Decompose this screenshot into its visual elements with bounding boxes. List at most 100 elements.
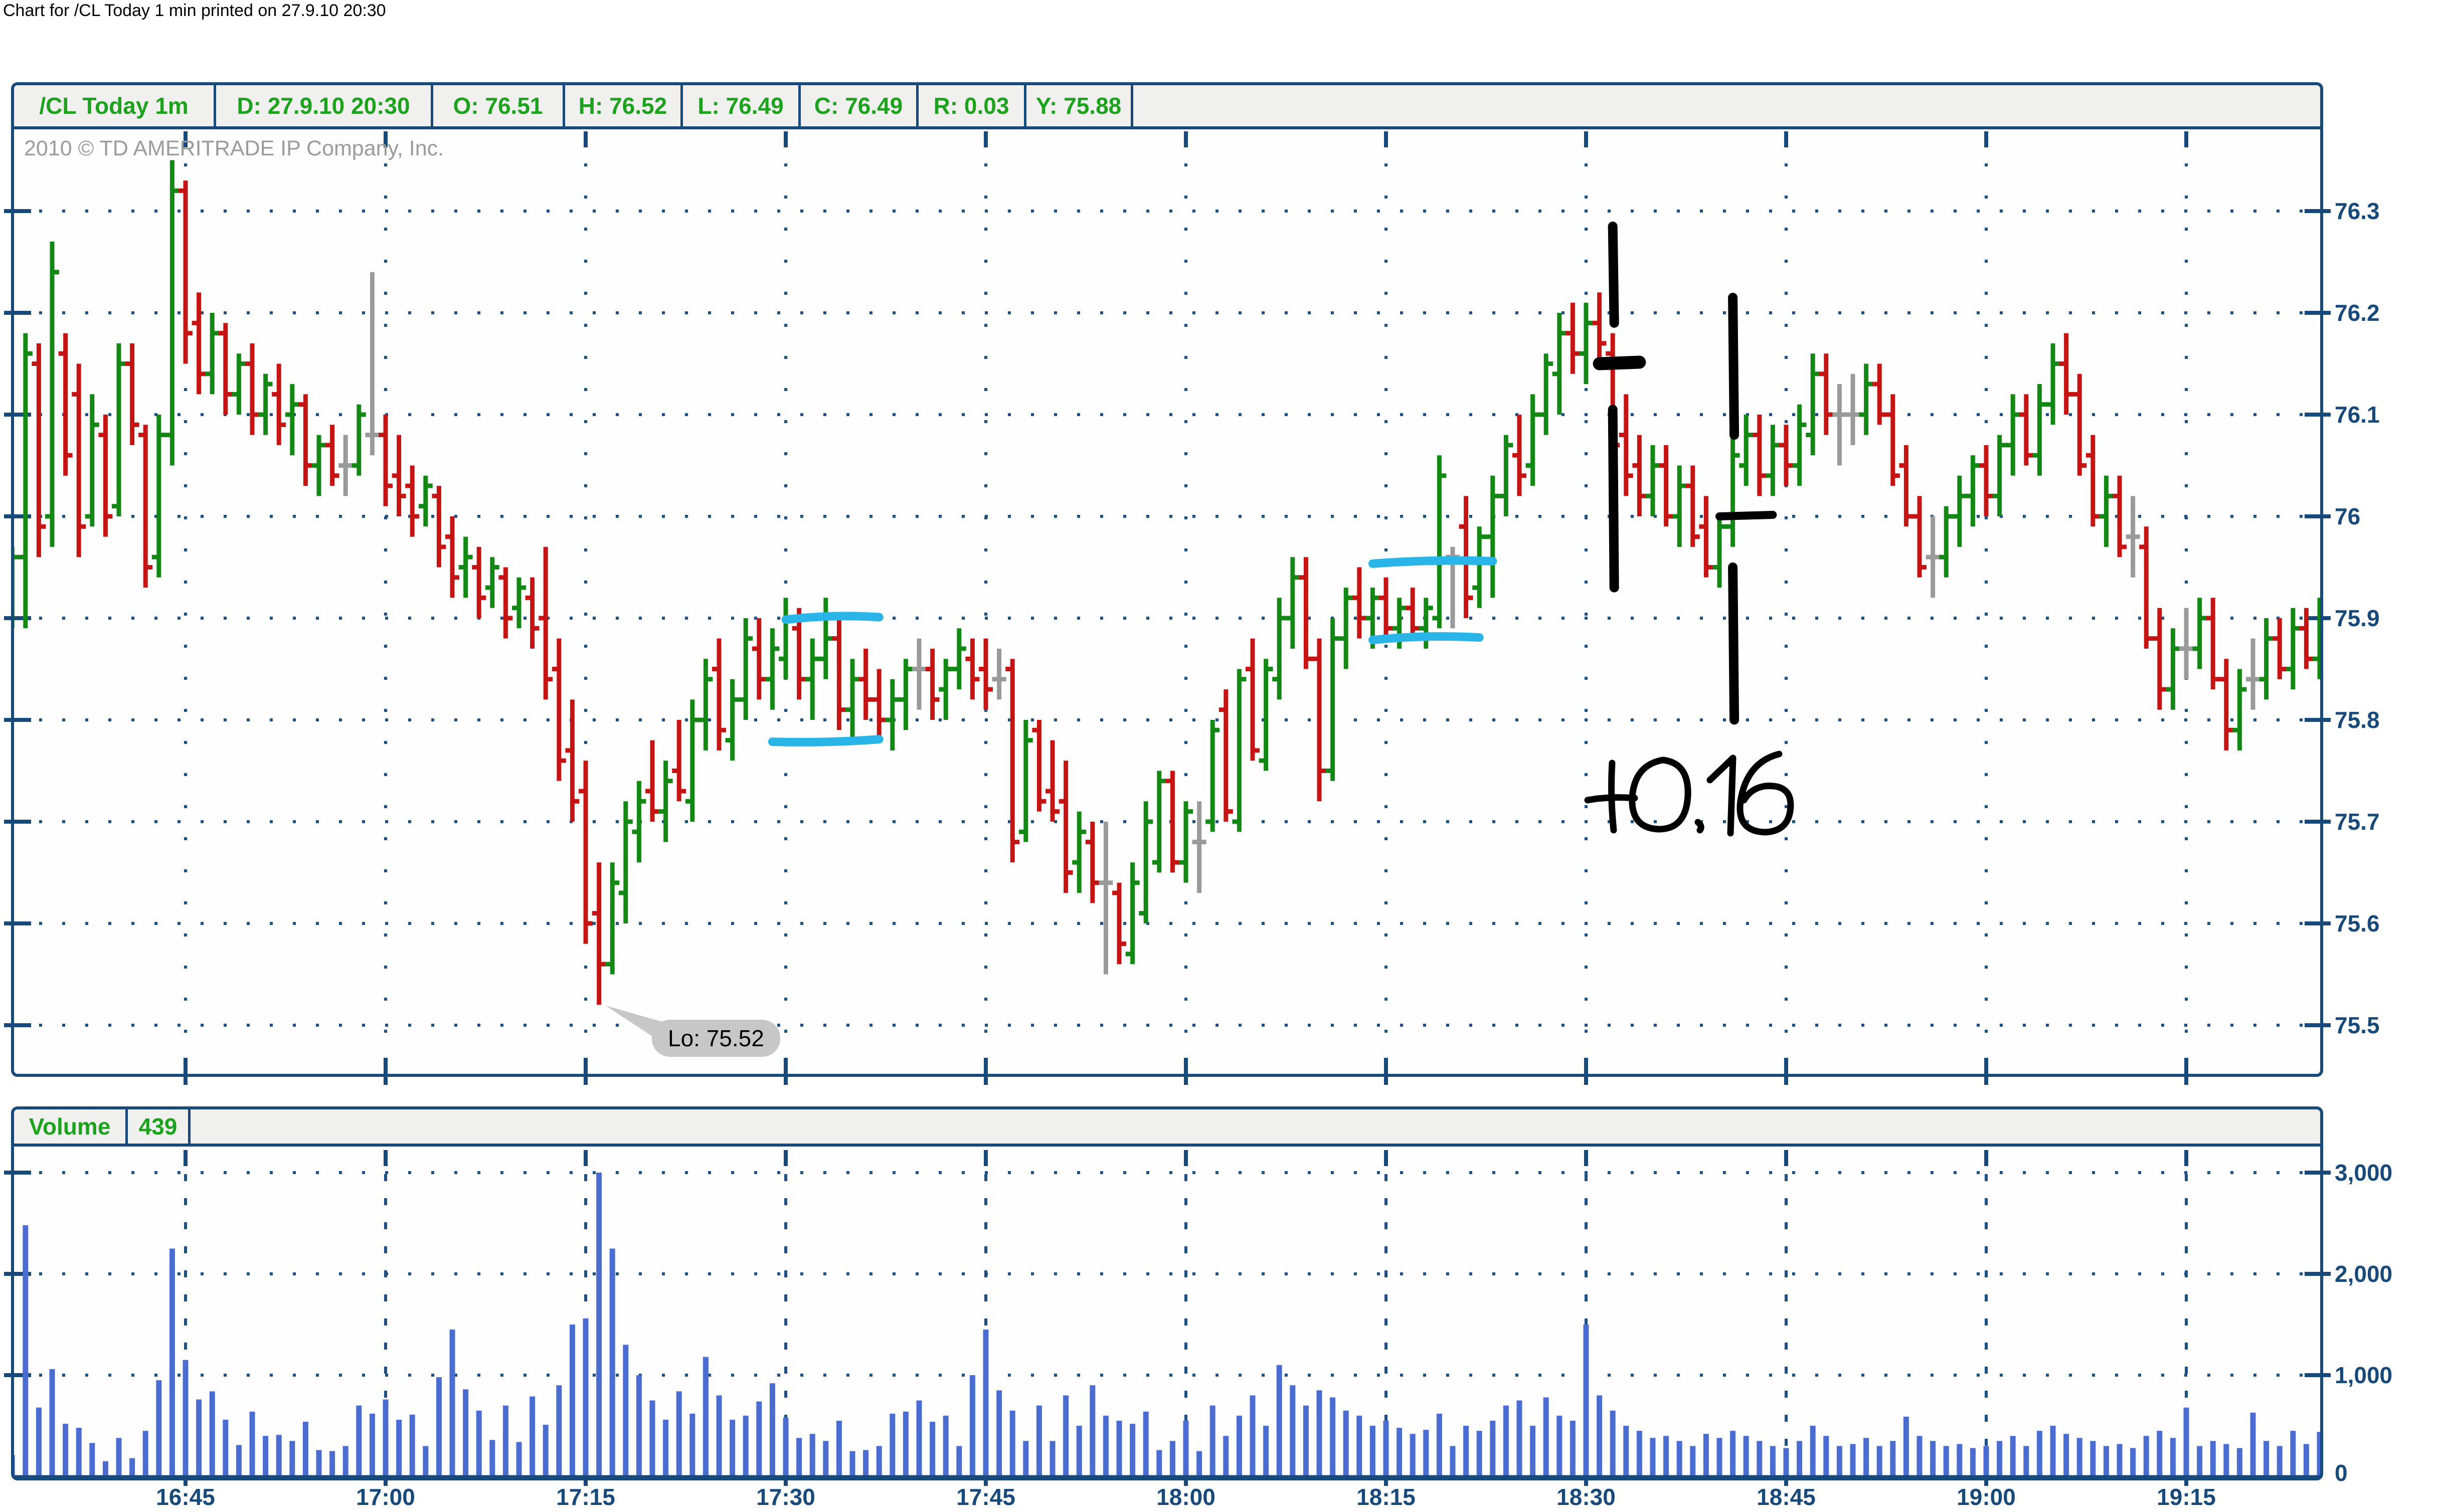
volume-bar: [1436, 1413, 1442, 1477]
ohlc-bar: [832, 618, 846, 730]
volume-panel: [11, 1106, 2323, 1480]
ohlc-bar: [2019, 394, 2033, 466]
volume-bar: [1903, 1416, 1909, 1477]
header-cell-yesterday-close: Y: 75.88: [1026, 85, 1133, 126]
volume-bar: [2076, 1438, 2082, 1477]
volume-bar: [2023, 1446, 2029, 1477]
volume-bar: [369, 1413, 375, 1477]
volume-bar: [1716, 1438, 1722, 1477]
ohlc-bar: [1699, 496, 1713, 578]
volume-bar: [1343, 1410, 1349, 1477]
volume-bar: [209, 1391, 215, 1477]
ohlc-bar: [1192, 801, 1206, 893]
black-marker-dash: [1715, 511, 1777, 520]
volume-bar: [1303, 1405, 1309, 1477]
ohlc-bar: [1046, 740, 1060, 822]
ohlc-bar: [85, 394, 99, 527]
volume-axis-label: 0: [2335, 1460, 2348, 1486]
ohlc-bar: [2046, 343, 2060, 425]
ohlc-bar: [2273, 618, 2287, 679]
volume-bar: [396, 1419, 402, 1477]
black-marker-dash: [1593, 355, 1646, 370]
volume-bar: [890, 1413, 896, 1477]
volume-bar: [1450, 1446, 1456, 1477]
cyan-marker-stroke: [768, 735, 884, 746]
volume-bar: [1876, 1446, 1882, 1477]
volume-bar: [716, 1395, 722, 1477]
volume-bar: [1463, 1426, 1469, 1477]
ohlc-bar: [539, 546, 553, 700]
ohlc-bar: [14, 546, 20, 629]
ohlc-bar: [632, 781, 646, 863]
volume-bar: [1543, 1397, 1549, 1477]
ohlc-bar: [1659, 445, 1673, 527]
volume-bar: [49, 1369, 55, 1477]
ohlc-bar: [645, 740, 659, 822]
ohlc-bar: [685, 699, 700, 822]
volume-bar: [2157, 1431, 2163, 1477]
volume-bar: [36, 1407, 42, 1477]
ohlc-bar: [1899, 445, 1913, 527]
ohlc-bar: [125, 343, 139, 445]
ohlc-bar: [1179, 801, 1193, 883]
volume-bar: [2063, 1434, 2069, 1477]
volume-bar: [703, 1357, 709, 1477]
black-marker-stroke: [1728, 293, 1739, 440]
volume-bar: [89, 1443, 95, 1477]
volume-bar: [183, 1360, 189, 1477]
ohlc-bar: [899, 659, 913, 730]
ohlc-bar: [365, 272, 380, 456]
time-axis-label: 18:45: [1757, 1484, 1816, 1510]
ohlc-bar: [845, 659, 859, 740]
copyright-watermark: 2010 © TD AMERITRADE IP Company, Inc.: [24, 136, 444, 160]
black-marker-stroke: [1608, 221, 1619, 328]
ohlc-bar: [1672, 465, 1687, 547]
price-panel: [11, 82, 2323, 1077]
ohlc-bar: [965, 638, 980, 700]
volume-bar: [2264, 1441, 2270, 1477]
ohlc-bar: [1218, 689, 1233, 822]
time-axis-label: 17:00: [356, 1484, 415, 1510]
volume-bar: [236, 1445, 242, 1477]
volume-bar: [1023, 1441, 1029, 1477]
volume-bar: [1997, 1441, 2003, 1477]
volume-bar: [996, 1390, 1002, 1477]
volume-bar: [649, 1400, 655, 1477]
volume-bar: [223, 1419, 229, 1477]
ohlc-bar: [1752, 415, 1767, 496]
print-title: Chart for /CL Today 1 min printed on 27.…: [3, 1, 386, 20]
volume-bar: [1183, 1420, 1189, 1477]
volume-bar: [1397, 1428, 1403, 1477]
volume-header-bar: Volume 439: [14, 1109, 2320, 1147]
time-axis-label: 18:00: [1156, 1484, 1215, 1510]
volume-bar: [1810, 1426, 1816, 1477]
ohlc-bar: [1846, 373, 1860, 445]
volume-bar: [2170, 1438, 2176, 1477]
price-axis-label: 75.6: [2335, 910, 2380, 936]
volume-bar: [102, 1461, 108, 1477]
volume-bar: [543, 1424, 549, 1477]
header-cell-symbol: /CL Today 1m: [14, 85, 216, 126]
volume-bar: [969, 1375, 975, 1477]
ohlc-bar: [1499, 435, 1513, 516]
ohlc-bar: [418, 475, 433, 527]
ohlc-bar: [1525, 394, 1540, 486]
ohlc-bar: [765, 628, 780, 710]
ohlc-bar: [1939, 506, 1954, 578]
ohlc-bar: [1018, 720, 1033, 842]
ohlc-bar: [232, 353, 246, 415]
price-axis-label: 76: [2335, 503, 2360, 529]
volume-axis-label: 1,000: [2335, 1362, 2392, 1388]
ohlc-bar: [1512, 415, 1526, 496]
volume-bar: [2250, 1412, 2256, 1477]
ohlc-bar: [725, 679, 740, 761]
volume-bar: [1009, 1410, 1015, 1477]
ohlc-bar: [205, 313, 220, 395]
ohlc-bar: [45, 241, 59, 547]
ohlc-bar: [445, 516, 459, 598]
ohlc-bar: [325, 425, 339, 486]
volume-bar: [2103, 1446, 2109, 1477]
ohlc-bar: [1806, 353, 1820, 456]
volume-bar: [129, 1458, 135, 1477]
ohlc-bar: [872, 669, 887, 740]
